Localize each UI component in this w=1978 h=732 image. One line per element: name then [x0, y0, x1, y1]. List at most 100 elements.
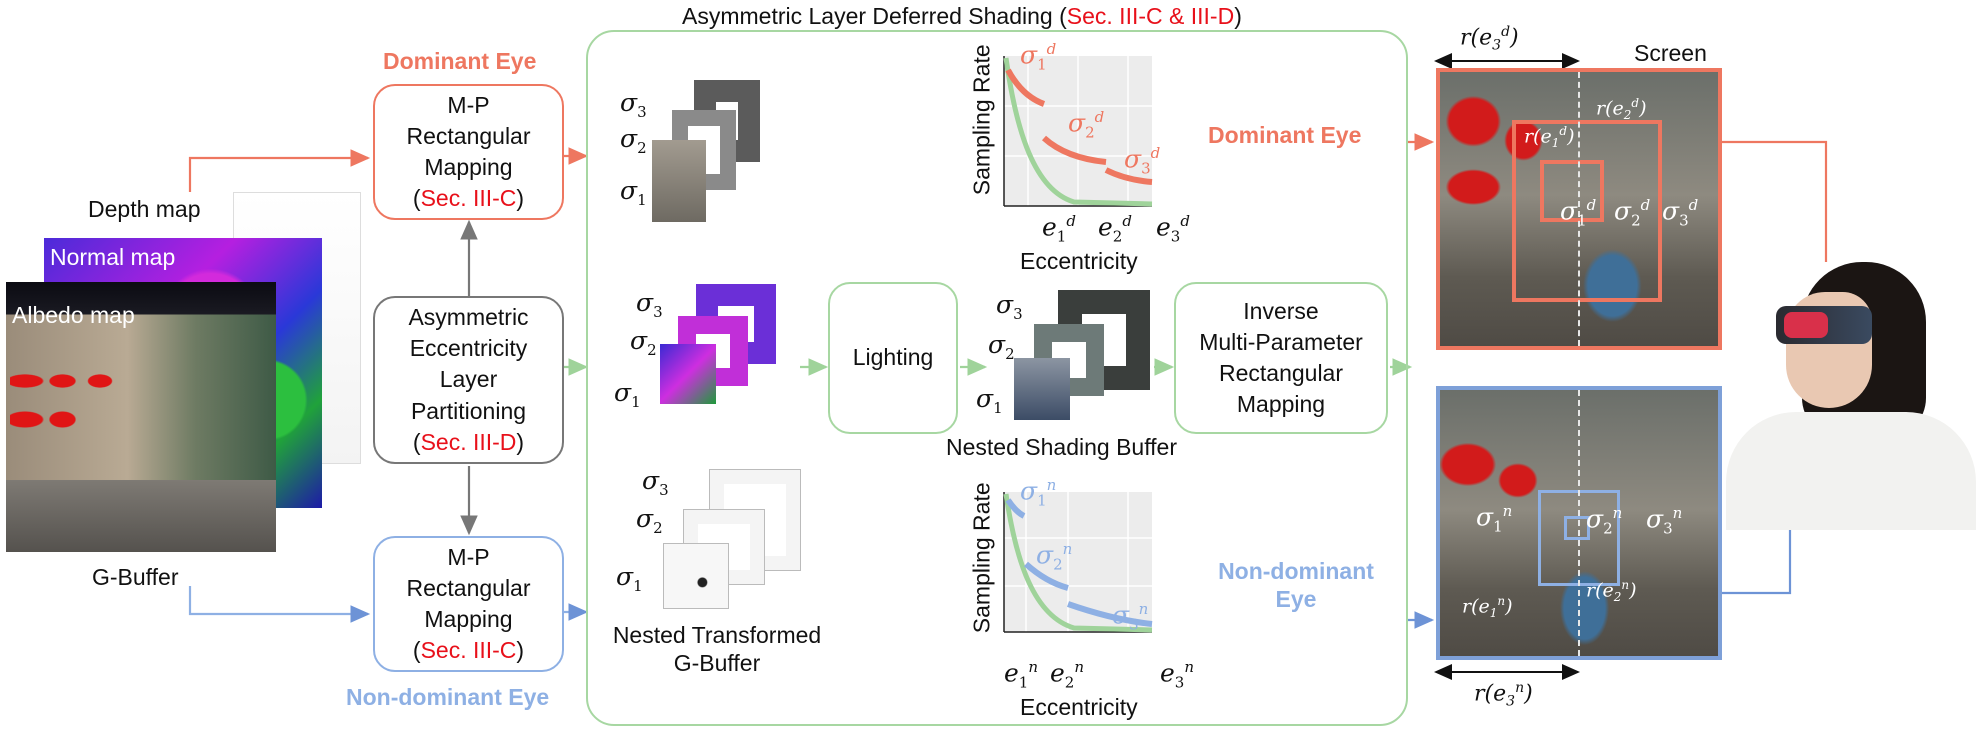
- deferred-shading-panel: [586, 30, 1408, 726]
- mp-mapping-box-nondominant: M-P Rectangular Mapping (Sec. III-C): [373, 536, 564, 672]
- screen-dominant-sigma3: σ3d: [1662, 196, 1699, 230]
- partition-ref-text: Sec. III-D: [420, 428, 517, 455]
- mp-bottom-line2: Rectangular: [406, 574, 531, 601]
- screen-label: Screen: [1634, 40, 1707, 66]
- plot-segment-l1-dominant: [1005, 68, 1046, 107]
- albedo-ground: [6, 480, 276, 552]
- screen-dominant-sigma1: σ1d: [1560, 196, 1597, 230]
- plot-sigma2-nondominant: σ2n: [1036, 540, 1073, 574]
- plot-grid-nondominant: [1004, 492, 1152, 632]
- layer-stack-transformed: [663, 469, 814, 620]
- gbuffer-caption: G-Buffer: [92, 564, 179, 590]
- plot-tick-e1-dominant: e1d: [1042, 212, 1076, 246]
- nested-gbuffer-line2: G-Buffer: [673, 649, 761, 676]
- shading-buffer-stack: [1010, 290, 1160, 430]
- plot-segment-l1-nondominant: [1005, 498, 1026, 519]
- nested-gbuffer-caption: Nested Transformed G-Buffer: [602, 622, 832, 677]
- mp-top-line1: M-P: [447, 91, 490, 118]
- plot-xlabel-nondominant: Eccentricity: [1020, 694, 1138, 720]
- title-prefix: Asymmetric Layer Deferred Shading (: [682, 3, 1067, 29]
- plot-ylabel-dominant: Sampling Rate: [968, 44, 995, 196]
- nested-shading-caption: Nested Shading Buffer: [946, 434, 1178, 460]
- sigma3-label-top: σ3: [620, 88, 647, 121]
- screen-dominant-center-line: [1578, 72, 1580, 346]
- r-e3-n-label: r(e3n): [1474, 680, 1533, 710]
- lighting-label: Lighting: [852, 344, 934, 371]
- screen-dominant-layer2-box: [1512, 120, 1662, 302]
- inverse-line1: Inverse: [1243, 297, 1319, 324]
- plot-sigma2-dominant: σ2d: [1068, 108, 1105, 142]
- plot-sigma1-dominant: σ1d: [1020, 40, 1057, 74]
- inverse-line4: Mapping: [1236, 391, 1326, 418]
- screen-dominant-r-e1: r(e1d): [1524, 124, 1575, 151]
- partition-line1: Asymmetric: [408, 304, 529, 331]
- mp-bottom-ref-text: Sec. III-C: [420, 637, 517, 664]
- nondominant-right-line1: Non-dominant: [1218, 558, 1374, 584]
- shading-sigma1: [1014, 358, 1070, 420]
- partition-line2: Eccentricity: [409, 335, 528, 362]
- screen-dominant-sigma2: σ2d: [1614, 196, 1651, 230]
- lighting-box: Lighting: [828, 282, 958, 434]
- plot-segment-l3-nondominant: [1067, 601, 1153, 627]
- plot-sigma1-nondominant: σ1n: [1020, 476, 1057, 510]
- screen-nondominant-center-line: [1578, 390, 1580, 656]
- plot-xlabel-dominant: Eccentricity: [1020, 248, 1138, 274]
- sampling-plot-dominant: [1003, 56, 1153, 207]
- sigma1-label-bottom: σ1: [616, 562, 643, 595]
- normal-map-label: Normal map: [50, 244, 176, 270]
- sigma3-label-shading: σ3: [996, 290, 1023, 323]
- albedo-awnings: [10, 360, 160, 430]
- title-suffix: ): [1234, 3, 1242, 29]
- layer-stack-dominant: [620, 80, 760, 230]
- plot-tick-e2-nondominant: e2n: [1050, 658, 1085, 692]
- screen-nondominant-r-e2: r(e2n): [1586, 578, 1637, 605]
- sigma3-label-mid: σ3: [636, 288, 663, 321]
- mp-bottom-ref: (Sec. III-C): [412, 637, 525, 664]
- arrow-gbuffer-to-top: [188, 149, 371, 192]
- arrow-gbuffer-to-bottom: [188, 586, 371, 623]
- sigma3-label-bottom: σ3: [642, 466, 669, 499]
- plot-tick-e2-dominant: e2d: [1098, 212, 1132, 246]
- nondominant-eye-label-right: Non-dominant Eye: [1206, 558, 1386, 613]
- partition-line3: Layer: [439, 366, 498, 393]
- dominant-eye-label-right: Dominant Eye: [1208, 122, 1362, 148]
- nondominant-eye-label-left: Non-dominant Eye: [346, 684, 550, 710]
- screen-nondominant-sigma3: σ3n: [1646, 504, 1683, 538]
- partition-box: Asymmetric Eccentricity Layer Partitioni…: [373, 296, 564, 464]
- albedo-map-label: Albedo map: [12, 302, 135, 328]
- screen-nondominant: [1436, 386, 1722, 660]
- depth-map-label: Depth map: [88, 196, 201, 222]
- mp-top-ref: (Sec. III-C): [412, 185, 525, 212]
- arrow-screen-top-to-eye: [1722, 140, 1835, 321]
- sigma1-label-shading: σ1: [976, 384, 1003, 417]
- layer-sigma1-transformed: [663, 543, 729, 609]
- screen-nondominant-r-e1: r(e1n): [1462, 594, 1513, 621]
- plot-sigma3-nondominant: σ3n: [1112, 600, 1149, 634]
- plot-tick-e1-nondominant: e1n: [1004, 658, 1039, 692]
- headset-lens-red: [1784, 312, 1828, 338]
- plot-ylabel-nondominant: Sampling Rate: [968, 482, 995, 634]
- diagram-title: Asymmetric Layer Deferred Shading (Sec. …: [682, 3, 1242, 31]
- inverse-mapping-box: Inverse Multi-Parameter Rectangular Mapp…: [1174, 282, 1388, 434]
- partition-ref: (Sec. III-D): [412, 428, 525, 455]
- mp-bottom-line3: Mapping: [424, 606, 513, 632]
- plot-curve-green-dominant: [1003, 57, 1153, 207]
- screen-dominant: [1436, 68, 1722, 350]
- sigma2-label-bottom: σ2: [636, 504, 663, 537]
- sampling-plot-nondominant: [1003, 492, 1153, 633]
- layer-sigma1-normal: [660, 344, 716, 404]
- plot-segment-l2-dominant: [1041, 135, 1107, 165]
- plot-segment-l2-nondominant: [1023, 561, 1069, 591]
- user-photo: [1726, 262, 1976, 530]
- r-e3-d-label: r(e3d): [1460, 24, 1519, 54]
- screen-nondominant-sigma1: σ1n: [1476, 502, 1513, 536]
- screen-nondominant-layer1-box: [1564, 516, 1590, 540]
- plot-tick-e3-nondominant: e3n: [1160, 658, 1195, 692]
- screen-dominant-layer1-box: [1540, 160, 1604, 222]
- plot-sigma3-dominant: σ3d: [1124, 144, 1161, 178]
- sigma1-label-mid: σ1: [614, 378, 641, 411]
- nested-gbuffer-line1: Nested Transformed: [612, 622, 822, 648]
- mp-bottom-line1: M-P: [447, 543, 490, 570]
- plot-segment-l3-dominant: [1104, 167, 1153, 185]
- title-ref: Sec. III-C & III-D: [1066, 3, 1235, 29]
